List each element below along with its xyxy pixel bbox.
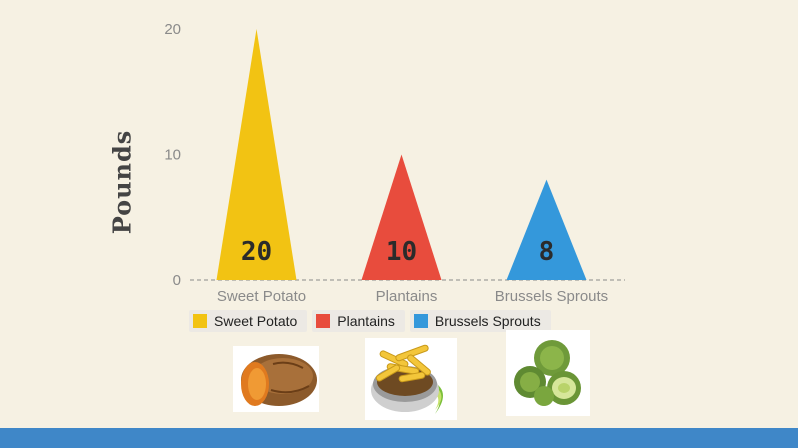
data-label-plantains: 10 — [386, 237, 417, 267]
x-tick-label-brussels-sprouts: Brussels Sprouts — [495, 288, 608, 305]
bottom-accent-bar — [0, 428, 798, 448]
sweet-potato-photo — [233, 346, 319, 412]
legend-label-plantains: Plantains — [337, 313, 395, 329]
bar-plantains — [361, 154, 442, 280]
bar-brussels-sprouts — [506, 179, 587, 280]
plantain-chips-photo — [365, 338, 457, 420]
y-axis-label: Pounds — [107, 129, 137, 235]
legend-label-brussels-sprouts: Brussels Sprouts — [434, 313, 541, 329]
bar-sweet-potato — [216, 29, 297, 280]
legend: Sweet Potato Plantains Brussels Sprouts — [189, 310, 551, 332]
x-tick-label-sweet-potato: Sweet Potato — [217, 288, 306, 305]
y-tick-label-10: 10 — [164, 147, 181, 164]
legend-item-sweet-potato[interactable]: Sweet Potato — [189, 310, 308, 332]
brussels-sprouts-photo — [506, 330, 590, 416]
legend-item-brussels-sprouts[interactable]: Brussels Sprouts — [409, 310, 551, 332]
data-label-sweet-potato: 20 — [241, 237, 272, 267]
legend-swatch-brussels-sprouts — [413, 314, 428, 328]
x-tick-label-plantains: Plantains — [376, 288, 438, 305]
legend-swatch-plantains — [316, 314, 331, 328]
data-label-brussels-sprouts: 8 — [539, 237, 555, 267]
y-tick-label-0: 0 — [173, 272, 181, 289]
legend-swatch-sweet-potato — [193, 314, 207, 328]
legend-item-plantains[interactable]: Plantains — [312, 310, 405, 332]
legend-label-sweet-potato: Sweet Potato — [214, 313, 298, 329]
y-tick-label-20: 20 — [164, 21, 181, 38]
